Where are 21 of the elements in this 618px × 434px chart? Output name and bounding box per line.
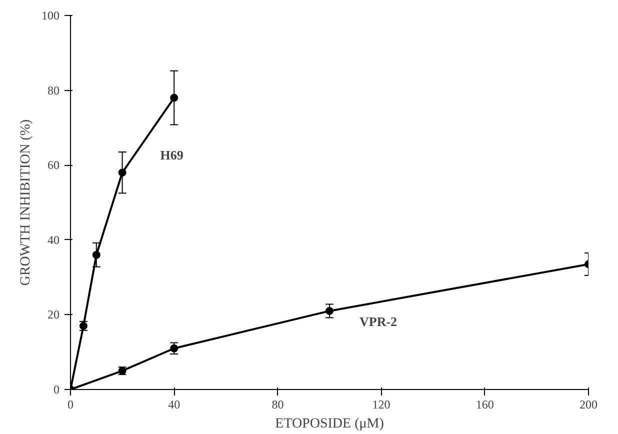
- y-tick-label: 40: [48, 232, 60, 247]
- point: [92, 250, 100, 259]
- series-label: H69: [160, 148, 184, 163]
- point: [170, 344, 178, 352]
- x-tick-label: 40: [168, 398, 180, 412]
- y-tick-label: 0: [54, 382, 60, 396]
- y-tick-label: 20: [48, 308, 60, 322]
- y-tick-label: 100: [42, 8, 60, 22]
- x-tick-label: 160: [476, 398, 494, 412]
- x-tick-label: 0: [68, 398, 74, 412]
- point: [326, 306, 334, 315]
- point: [118, 168, 126, 177]
- x-axis-title: ETOPOSIDE (μM): [275, 416, 384, 432]
- series-label: VPR-2: [360, 314, 398, 329]
- x-tick-label: 80: [272, 398, 284, 412]
- y-tick-label: 80: [48, 83, 60, 98]
- x-tick-label: 120: [372, 398, 390, 412]
- y-axis-title: GROWTH INHIBITION (%): [18, 118, 34, 286]
- point: [170, 94, 178, 102]
- y-tick-label: 60: [48, 158, 60, 172]
- x-tick-label: 200: [580, 398, 598, 412]
